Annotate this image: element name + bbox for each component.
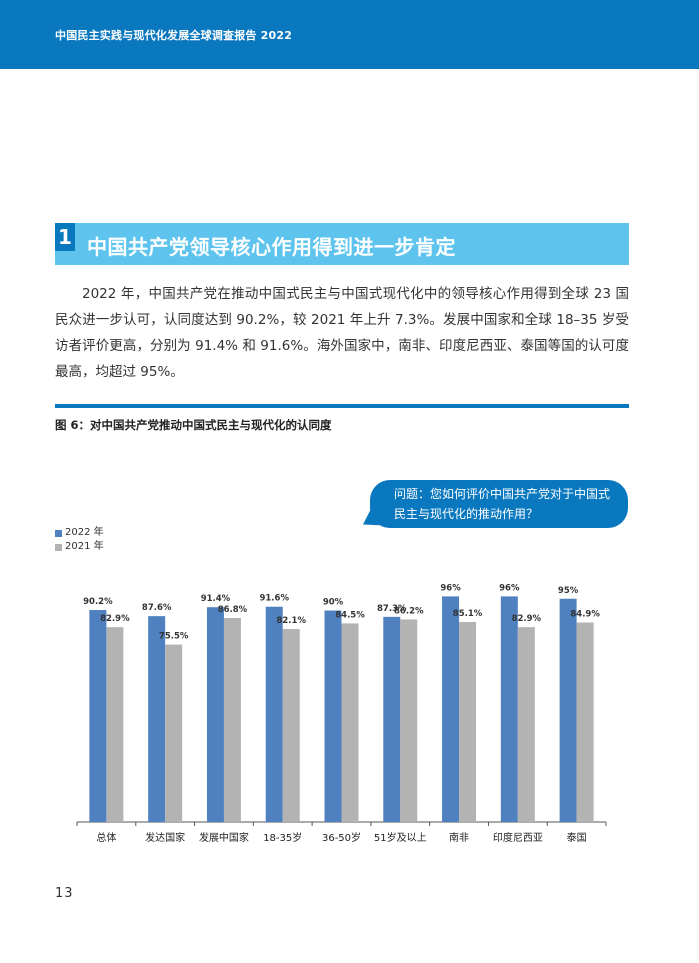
- data-label-2021-5: 86.2%: [394, 606, 424, 616]
- x-tick-label-8: 泰国: [567, 831, 587, 844]
- data-label-2022-5: 87.3%: [377, 604, 407, 614]
- data-label-2021-4: 84.5%: [335, 610, 365, 620]
- data-label-2022-2: 91.4%: [201, 594, 231, 604]
- header-band: [0, 0, 699, 69]
- data-label-2022-7: 96%: [499, 583, 520, 593]
- x-tick-label-5: 51岁及以上: [374, 831, 427, 844]
- bar-2022-0: [89, 610, 107, 822]
- x-tick-label-7: 印度尼西亚: [493, 831, 543, 844]
- bar-2021-7: [517, 627, 535, 822]
- x-tick-label-4: 36-50岁: [322, 831, 361, 844]
- bar-2021-0: [106, 627, 124, 822]
- chart-legend: 2022 年 2021 年: [55, 526, 104, 554]
- bar-2021-2: [223, 618, 241, 822]
- bar-2022-4: [324, 610, 342, 822]
- section-title: 中国共产党领导核心作用得到进一步肯定: [87, 235, 456, 259]
- x-tick-label-1: 发达国家: [145, 831, 185, 844]
- data-label-2021-8: 84.9%: [570, 609, 600, 619]
- bar-2022-2: [206, 607, 224, 822]
- bar-2021-5: [400, 619, 418, 822]
- bar-2021-4: [341, 623, 359, 822]
- x-tick-label-3: 18-35岁: [263, 831, 302, 844]
- legend-swatch-2021: [55, 543, 62, 551]
- data-label-2021-6: 85.1%: [453, 609, 483, 619]
- data-label-2022-1: 87.6%: [142, 603, 172, 613]
- x-tick-label-2: 发展中国家: [199, 831, 249, 844]
- data-label-2021-2: 86.8%: [218, 605, 248, 615]
- bar-2022-6: [442, 596, 460, 822]
- bar-2021-6: [459, 622, 477, 822]
- bar-2022-1: [148, 616, 166, 822]
- data-label-2022-0: 90.2%: [83, 597, 113, 607]
- legend-item-2021: 2021 年: [55, 540, 104, 554]
- legend-label-2022: 2022 年: [65, 527, 104, 538]
- data-label-2022-8: 95%: [558, 586, 579, 596]
- data-label-2021-0: 82.9%: [100, 614, 130, 624]
- x-tick-label-6: 南非: [449, 831, 469, 844]
- question-bubble: 问题：您如何评价中国共产党对于中国式民主与现代化的推动作用？: [370, 480, 628, 528]
- figure-divider: [55, 404, 629, 408]
- figure-title: 图 6：对中国共产党推动中国式民主与现代化的认同度: [55, 418, 332, 432]
- data-label-2022-3: 91.6%: [259, 594, 289, 604]
- bar-2021-8: [576, 622, 594, 822]
- legend-label-2021: 2021 年: [65, 541, 104, 552]
- body-paragraph: 2022 年，中国共产党在推动中国式民主与中国式现代化中的领导核心作用得到全球 …: [55, 286, 629, 380]
- data-label-2021-1: 75.5%: [159, 632, 189, 642]
- bar-2021-1: [165, 644, 183, 822]
- legend-item-2022: 2022 年: [55, 526, 104, 540]
- section-heading-bar: [55, 223, 629, 265]
- report-title: 中国民主实践与现代化发展全球调查报告 2022: [55, 29, 293, 42]
- data-label-2022-6: 96%: [440, 583, 461, 593]
- page-number: 13: [55, 886, 74, 901]
- x-tick-label-0: 总体: [96, 831, 116, 844]
- bar-2022-3: [265, 606, 283, 822]
- bar-2021-3: [282, 629, 300, 822]
- bar-2022-5: [383, 616, 401, 822]
- data-label-2021-7: 82.9%: [512, 614, 542, 624]
- legend-swatch-2022: [55, 529, 62, 537]
- section-number: 1: [55, 223, 75, 251]
- data-label-2022-4: 90%: [323, 598, 344, 608]
- bar-2022-7: [500, 596, 518, 822]
- data-label-2021-3: 82.1%: [276, 616, 306, 626]
- bar-2022-8: [559, 598, 577, 822]
